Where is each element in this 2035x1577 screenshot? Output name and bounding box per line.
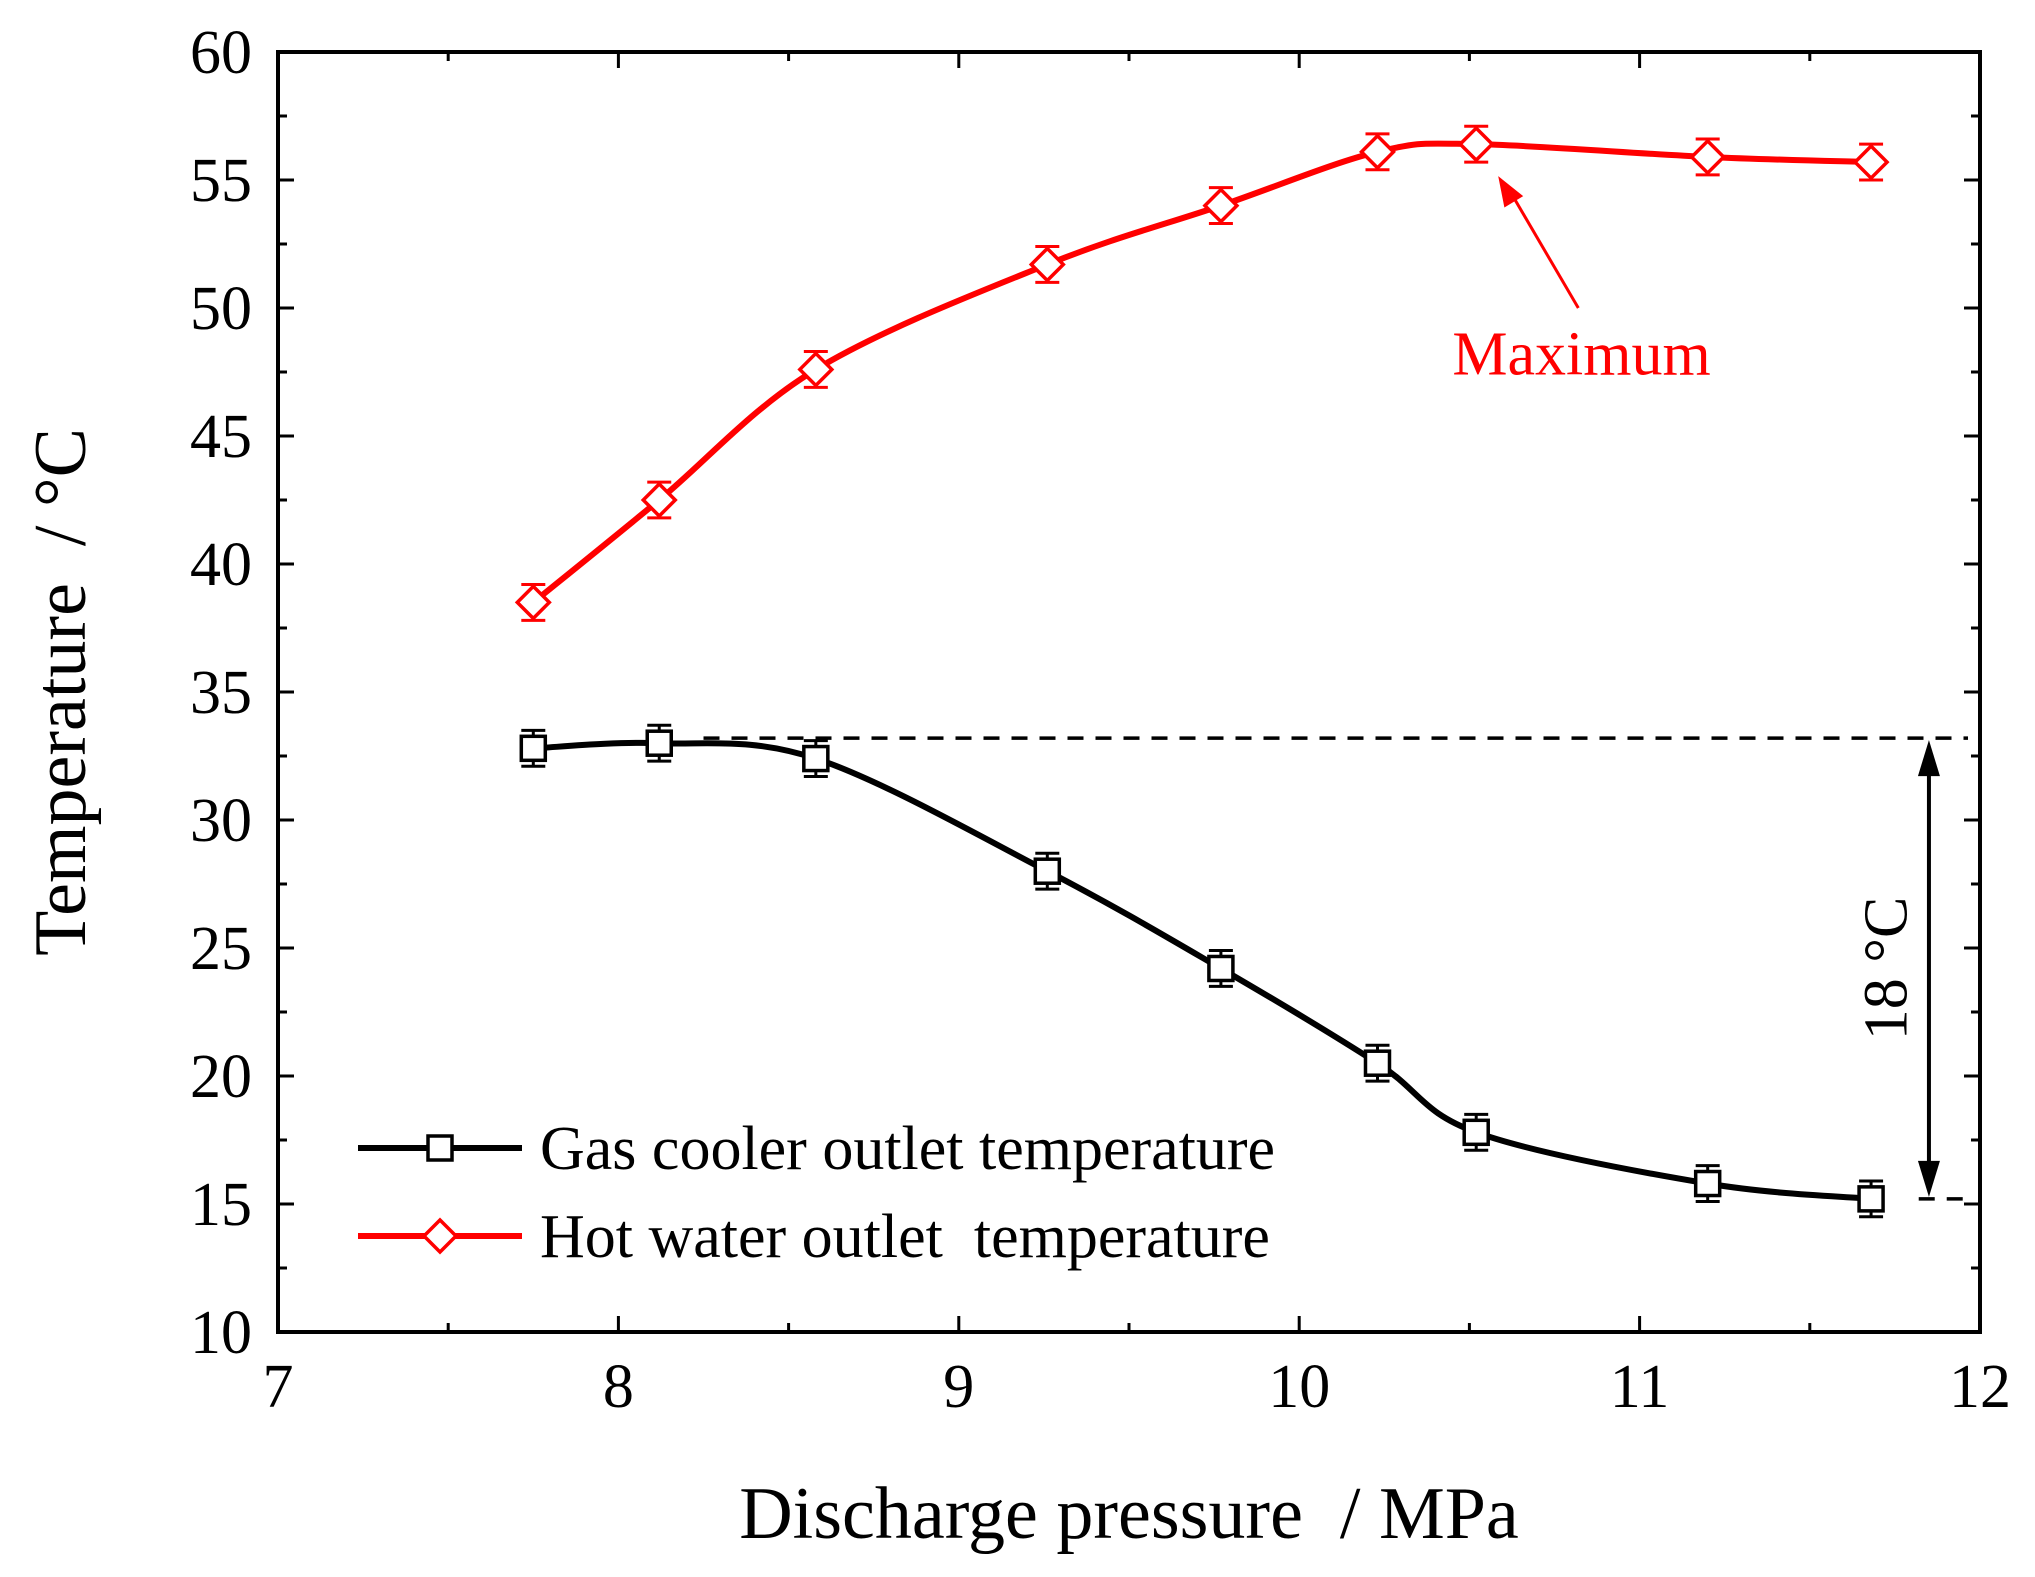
x-tick-label: 10 [1268, 1353, 1330, 1421]
maximum-arrow-head [1498, 176, 1524, 208]
data-point-diamond [514, 583, 552, 621]
legend-marker-diamond [421, 1217, 459, 1255]
legend-label-hot-water: Hot water outlet temperature [540, 1203, 1270, 1271]
x-tick-label: 7 [263, 1353, 294, 1421]
data-point-diamond [640, 481, 678, 519]
difference-arrow-head-up [1917, 740, 1940, 777]
y-tick-label: 20 [190, 1043, 252, 1111]
annotation-difference-label: 18 °C [1853, 897, 1921, 1041]
data-point-square [519, 734, 548, 763]
x-tick-label: 11 [1610, 1353, 1670, 1421]
y-tick-label: 10 [190, 1299, 252, 1367]
data-point-diamond [797, 350, 835, 388]
series-markers [514, 124, 1890, 1219]
legend: Gas cooler outlet temperature Hot water … [358, 1115, 1275, 1271]
data-point-diamond [1028, 246, 1066, 283]
data-point-diamond [1852, 143, 1890, 181]
y-tick-label: 55 [190, 147, 252, 215]
difference-arrow-head-down [1917, 1160, 1940, 1197]
data-point-square [1033, 857, 1062, 885]
annotations [703, 176, 1968, 1201]
y-tick-label: 35 [190, 659, 252, 727]
data-point-diamond [1689, 138, 1727, 176]
annotation-maximum-label: Maximum [1452, 321, 1710, 389]
legend-label-gas-cooler: Gas cooler outlet temperature [540, 1115, 1275, 1183]
y-tick-label: 45 [190, 403, 252, 471]
series-line-1 [531, 140, 1872, 605]
maximum-arrow-shaft [1506, 187, 1580, 309]
y-tick-label: 60 [190, 19, 252, 87]
x-tick-label: 12 [1949, 1353, 2011, 1421]
y-tick-label: 30 [190, 787, 252, 855]
legend-marker-square [426, 1134, 454, 1162]
data-point-diamond [1457, 125, 1495, 163]
data-point-square [1693, 1169, 1722, 1198]
x-axis-label: Discharge pressure / MPa [739, 1473, 1519, 1555]
data-point-diamond [1202, 187, 1240, 225]
axis-ticks: 7 8 9 10 11 12 10 15 20 25 30 35 40 45 50 55 60 [190, 19, 2011, 1421]
data-point-square [1363, 1049, 1392, 1077]
x-tick-label: 9 [943, 1353, 974, 1421]
data-point-square [1207, 954, 1235, 983]
data-point-diamond [1359, 133, 1396, 171]
data-point-square [645, 729, 673, 757]
y-tick-label: 40 [190, 531, 252, 599]
y-tick-label: 25 [190, 915, 252, 983]
data-point-square [802, 744, 830, 773]
data-point-square [1462, 1118, 1490, 1147]
x-tick-label: 8 [603, 1353, 634, 1421]
y-axis-label: Temperature / °C [20, 428, 102, 956]
y-tick-label: 15 [190, 1171, 252, 1239]
y-tick-label: 50 [190, 275, 252, 343]
data-point-square [1857, 1185, 1885, 1213]
